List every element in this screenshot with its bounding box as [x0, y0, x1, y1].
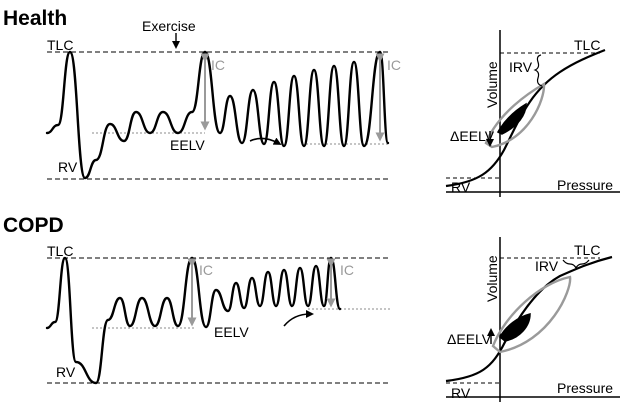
copd-volume-label: Volume: [484, 255, 500, 302]
health-eelv-arrow: [249, 137, 282, 145]
health-title: Health: [3, 7, 68, 30]
copd-tlc-label: TLC: [47, 243, 73, 259]
copd-rv-label: RV: [56, 364, 76, 380]
copd-volume-time-panel: TLC RV IC IC EELV: [45, 243, 390, 385]
health-pv-tlc-label: TLC: [574, 37, 600, 53]
health-irv-label: IRV: [509, 59, 533, 75]
copd-pv-tlc-label: TLC: [574, 242, 600, 258]
copd-eelv-arrow: [283, 310, 314, 327]
copd-title: COPD: [3, 214, 64, 237]
health-volume-label: Volume: [484, 61, 500, 108]
copd-ic-label-1: IC: [199, 262, 213, 278]
copd-tidal-loop-grey: [491, 275, 572, 354]
copd-tidal-loop-black: [499, 313, 531, 342]
copd-breathing-trace: [45, 256, 342, 385]
health-rv-label: RV: [58, 159, 78, 175]
copd-pv-curve: [445, 255, 613, 383]
health-eelv-label: EELV: [170, 137, 205, 153]
health-tidal-loop-grey: [484, 82, 546, 149]
copd-delta-eelv-label: ΔEELV: [447, 331, 492, 347]
copd-pressure-label: Pressure: [557, 380, 613, 396]
health-irv-brace: [533, 54, 543, 87]
health-breathing-trace: [45, 50, 390, 180]
copd-ic-label-2: IC: [340, 262, 354, 278]
health-ic-label-2: IC: [387, 57, 401, 73]
health-pv-loop-panel: IRV TLC RV Pressure Volume ΔEELV: [445, 30, 620, 197]
health-ic-label-1: IC: [211, 57, 225, 73]
copd-pv-loop-panel: IRV TLC RV Pressure Volume ΔEELV: [445, 237, 620, 402]
health-volume-time-panel: TLC RV Exercise IC IC EELV: [45, 18, 401, 180]
health-tidal-loop-black: [496, 102, 527, 135]
health-pv-rv-label: RV: [451, 179, 471, 195]
health-delta-eelv-label: ΔEELV: [450, 128, 495, 144]
health-tlc-label: TLC: [47, 37, 73, 53]
copd-irv-brace: [562, 259, 590, 270]
copd-irv-label: IRV: [535, 258, 559, 274]
exercise-label: Exercise: [142, 18, 196, 34]
copd-pv-rv-label: RV: [451, 385, 471, 401]
copd-eelv-label: EELV: [214, 324, 249, 340]
health-pressure-label: Pressure: [557, 177, 613, 193]
